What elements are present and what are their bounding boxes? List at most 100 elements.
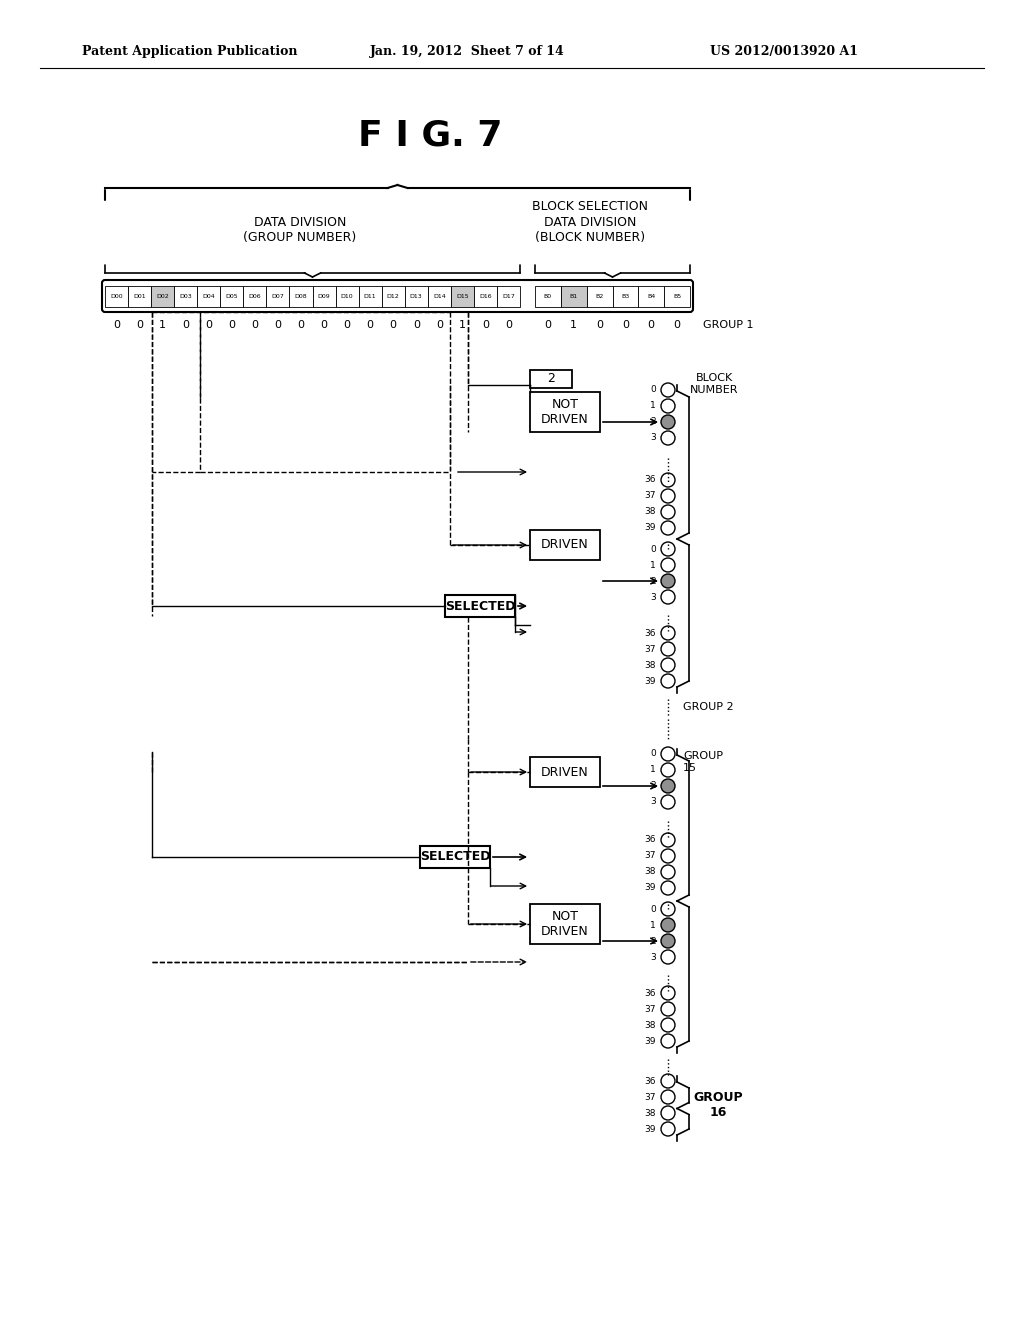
Text: D10: D10 [341, 294, 353, 300]
Circle shape [662, 849, 675, 863]
Text: 39: 39 [644, 883, 656, 892]
Text: 0: 0 [505, 319, 512, 330]
Bar [420, 846, 490, 869]
Bar [530, 904, 600, 944]
Bar [336, 286, 358, 308]
Text: DRIVEN: DRIVEN [541, 766, 589, 779]
Text: 0: 0 [650, 385, 656, 395]
Circle shape [662, 558, 675, 572]
Text: 36: 36 [644, 475, 656, 484]
Text: 2: 2 [650, 936, 656, 945]
Text: D00: D00 [111, 294, 123, 300]
Bar [665, 286, 690, 308]
Bar [220, 286, 244, 308]
Text: 0: 0 [650, 904, 656, 913]
Circle shape [662, 488, 675, 503]
Text: 1: 1 [570, 319, 578, 330]
Bar [358, 286, 382, 308]
Text: D06: D06 [249, 294, 261, 300]
Text: 37: 37 [644, 1005, 656, 1014]
Circle shape [662, 399, 675, 413]
Bar [312, 286, 336, 308]
Bar [105, 286, 128, 308]
Circle shape [662, 657, 675, 672]
Text: 1: 1 [650, 766, 656, 775]
Text: BLOCK SELECTION
DATA DIVISION
(BLOCK NUMBER): BLOCK SELECTION DATA DIVISION (BLOCK NUM… [532, 201, 648, 243]
Text: 37: 37 [644, 644, 656, 653]
Text: 0: 0 [367, 319, 374, 330]
Circle shape [662, 626, 675, 640]
Text: 2: 2 [650, 781, 656, 791]
Text: GROUP 2: GROUP 2 [683, 702, 733, 711]
Text: DATA DIVISION
(GROUP NUMBER): DATA DIVISION (GROUP NUMBER) [244, 216, 356, 244]
Text: BLOCK
NUMBER: BLOCK NUMBER [690, 374, 738, 395]
Text: 0: 0 [136, 319, 143, 330]
Text: D04: D04 [203, 294, 215, 300]
Text: 37: 37 [644, 491, 656, 500]
Text: D09: D09 [317, 294, 331, 300]
Text: 0: 0 [545, 319, 551, 330]
Text: B2: B2 [596, 294, 604, 300]
Text: NOT
DRIVEN: NOT DRIVEN [541, 399, 589, 426]
Bar [404, 286, 428, 308]
Text: D02: D02 [157, 294, 169, 300]
Bar [530, 756, 600, 787]
Bar [266, 286, 290, 308]
Circle shape [662, 763, 675, 777]
Text: GROUP 1: GROUP 1 [703, 319, 754, 330]
Bar [128, 286, 152, 308]
Text: B1: B1 [569, 294, 578, 300]
Bar [497, 286, 520, 308]
Circle shape [662, 1090, 675, 1104]
Circle shape [662, 1074, 675, 1088]
Bar [530, 392, 600, 432]
Text: 0: 0 [650, 750, 656, 759]
Text: 0: 0 [205, 319, 212, 330]
Text: 2: 2 [650, 577, 656, 586]
Circle shape [662, 1018, 675, 1032]
Circle shape [662, 414, 675, 429]
Circle shape [662, 521, 675, 535]
Text: 0: 0 [298, 319, 304, 330]
Text: 37: 37 [644, 851, 656, 861]
Text: 39: 39 [644, 1036, 656, 1045]
Bar [638, 286, 665, 308]
Text: 2: 2 [650, 417, 656, 426]
Circle shape [662, 935, 675, 948]
Bar [474, 286, 497, 308]
Circle shape [662, 950, 675, 964]
Circle shape [662, 383, 675, 397]
Circle shape [662, 432, 675, 445]
Text: 0: 0 [390, 319, 396, 330]
Text: B5: B5 [673, 294, 681, 300]
Text: F I G. 7: F I G. 7 [357, 117, 502, 152]
Text: D13: D13 [410, 294, 423, 300]
Text: 1: 1 [159, 319, 166, 330]
Bar [152, 286, 174, 308]
Circle shape [662, 833, 675, 847]
Bar [290, 286, 312, 308]
Text: 37: 37 [644, 1093, 656, 1101]
Text: 0: 0 [274, 319, 282, 330]
Text: GROUP
16: GROUP 16 [693, 1092, 742, 1119]
Text: US 2012/0013920 A1: US 2012/0013920 A1 [710, 45, 858, 58]
Text: D05: D05 [225, 294, 239, 300]
Text: 0: 0 [596, 319, 603, 330]
Text: D07: D07 [271, 294, 285, 300]
Circle shape [662, 642, 675, 656]
Bar [535, 286, 561, 308]
Text: B4: B4 [647, 294, 655, 300]
Text: 39: 39 [644, 676, 656, 685]
Text: 38: 38 [644, 1109, 656, 1118]
Text: Patent Application Publication: Patent Application Publication [82, 45, 298, 58]
Text: 0: 0 [182, 319, 189, 330]
Text: 3: 3 [650, 797, 656, 807]
Bar [561, 286, 587, 308]
Bar [612, 286, 638, 308]
Text: 0: 0 [622, 319, 629, 330]
Circle shape [662, 473, 675, 487]
Circle shape [662, 747, 675, 762]
Text: 38: 38 [644, 660, 656, 669]
Text: GROUP
15: GROUP 15 [683, 751, 723, 772]
Circle shape [662, 1002, 675, 1016]
